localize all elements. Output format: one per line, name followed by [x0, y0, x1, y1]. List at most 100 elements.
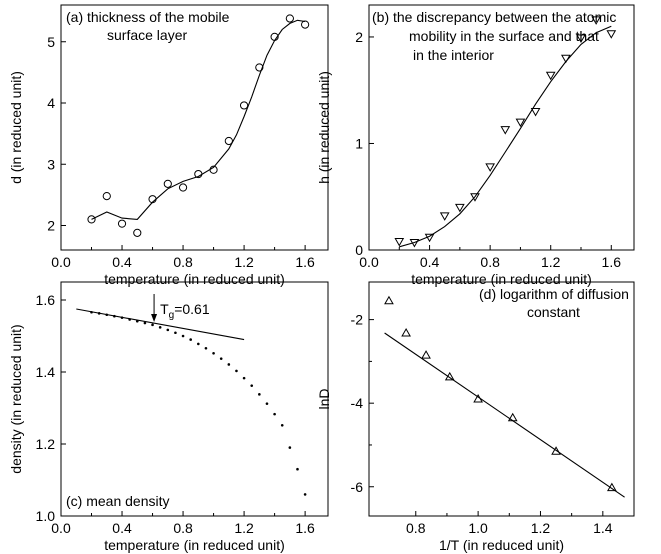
data-point	[105, 313, 109, 317]
panel-label: in the interior	[413, 47, 494, 63]
data-point	[439, 212, 450, 221]
data-point	[143, 321, 147, 325]
y-tick-label: -2	[351, 312, 364, 328]
x-tick-label: 0.0	[359, 254, 379, 270]
data-point	[500, 126, 511, 135]
data-point	[273, 412, 276, 416]
x-tick-label: 1.4	[593, 520, 613, 536]
data-point	[209, 165, 218, 174]
data-point	[409, 239, 420, 248]
annotation-label: Tg=0.61	[160, 301, 210, 321]
y-tick-label: 4	[47, 95, 55, 111]
annotation-value: =0.61	[174, 301, 210, 317]
data-point	[174, 331, 177, 335]
y-axis-title: density (in reduced unit)	[8, 324, 24, 473]
data-point	[301, 20, 310, 29]
data-point	[444, 371, 455, 381]
fit-line	[76, 308, 245, 341]
plot-frame	[368, 281, 635, 517]
data-point	[515, 118, 526, 128]
panel-label: (b) the discrepancy between the atomic	[372, 9, 616, 25]
annotation-arrowhead	[151, 314, 158, 322]
data-point	[280, 423, 284, 427]
data-point	[470, 193, 480, 202]
x-tick-label: 0.8	[173, 520, 193, 536]
chart-panel-c: 0.0 0.4 0.8 1.2 1.6 1.0 1.2 1.4 1.6 temperature (…	[8, 281, 329, 553]
y-tick-label: 5	[47, 34, 55, 50]
data-point	[151, 323, 154, 327]
data-point	[204, 346, 208, 350]
y-tick-label: 1	[355, 135, 363, 151]
data-point	[197, 342, 200, 346]
y-tick-label: 1.4	[36, 364, 56, 380]
x-tick-label: 0.4	[112, 254, 132, 270]
data-point	[530, 108, 541, 117]
data-point	[148, 195, 157, 204]
y-axis-title: d (in reduced unit)	[8, 71, 24, 184]
data-point	[224, 136, 233, 146]
data-point	[473, 393, 483, 403]
x-tick-label: 1.2	[531, 520, 551, 536]
data-point	[239, 101, 249, 110]
data-point	[133, 228, 142, 237]
x-tick-label: 0.8	[480, 254, 500, 270]
x-axis-title: temperature (in reduced unit)	[411, 271, 592, 287]
x-tick-label: 1.2	[234, 520, 254, 536]
data-point	[454, 203, 465, 213]
x-tick-label: 0.4	[420, 254, 440, 270]
x-tick-label: 1.6	[602, 254, 622, 270]
panel-label: (c) mean density	[66, 493, 169, 509]
x-tick-label: 0.0	[51, 520, 71, 536]
data-point	[212, 351, 215, 355]
y-tick-label: 3	[47, 156, 55, 172]
data-point	[102, 192, 111, 201]
y-axis-title: lnD	[316, 388, 332, 409]
y-tick-label: 2	[355, 29, 363, 45]
x-tick-label: 1.6	[295, 520, 315, 536]
chart-panel-b: 0.0 0.4 0.8 1.2 1.6 0 1 2 temperature (in reduce…	[316, 4, 635, 287]
data-point	[551, 446, 561, 455]
data-point	[288, 446, 292, 449]
data-point	[235, 369, 238, 373]
data-point	[591, 16, 602, 25]
fit-line	[91, 19, 306, 220]
data-point	[401, 327, 411, 337]
data-point	[242, 376, 246, 380]
data-point	[265, 402, 269, 405]
data-point	[128, 318, 131, 321]
chart-panel-d: 0.8 1.0 1.2 1.4 -2 -4 -6 1/T (in reduced unit) l…	[316, 281, 635, 553]
panel-label: mobility in the surface and that	[409, 28, 599, 44]
data-point	[258, 393, 261, 396]
x-tick-label: 0.0	[51, 254, 71, 270]
annotation-symbol: T	[160, 301, 169, 317]
data-point	[296, 467, 299, 471]
data-point	[560, 54, 571, 64]
x-tick-label: 1.0	[468, 520, 488, 536]
plot-frame	[368, 4, 635, 251]
data-point	[219, 357, 223, 360]
data-point	[607, 482, 617, 492]
data-point	[424, 233, 435, 243]
data-point	[606, 30, 617, 39]
y-tick-label: -6	[351, 479, 364, 495]
data-point	[250, 384, 254, 387]
data-point	[90, 310, 93, 314]
x-tick-label: 1.2	[234, 254, 254, 270]
data-point	[189, 338, 192, 341]
data-point	[178, 183, 188, 192]
x-axis-title: temperature (in reduced unit)	[104, 537, 285, 553]
y-tick-label: 2	[47, 218, 55, 234]
chart-panel-a: 0.0 0.4 0.8 1.2 1.6 2 3 4 5 temperature (in reduc…	[8, 4, 329, 287]
data-point	[255, 63, 264, 72]
y-tick-label: -4	[351, 395, 364, 411]
panel-label: (a) thickness of the mobile	[66, 9, 230, 25]
panel-label: constant	[527, 304, 580, 320]
data-point	[507, 412, 518, 422]
data-point	[421, 350, 431, 359]
data-point	[285, 14, 294, 23]
data-point	[545, 71, 556, 81]
x-tick-label: 0.4	[112, 520, 132, 536]
data-point	[97, 312, 101, 315]
y-tick-label: 1.2	[36, 436, 56, 452]
